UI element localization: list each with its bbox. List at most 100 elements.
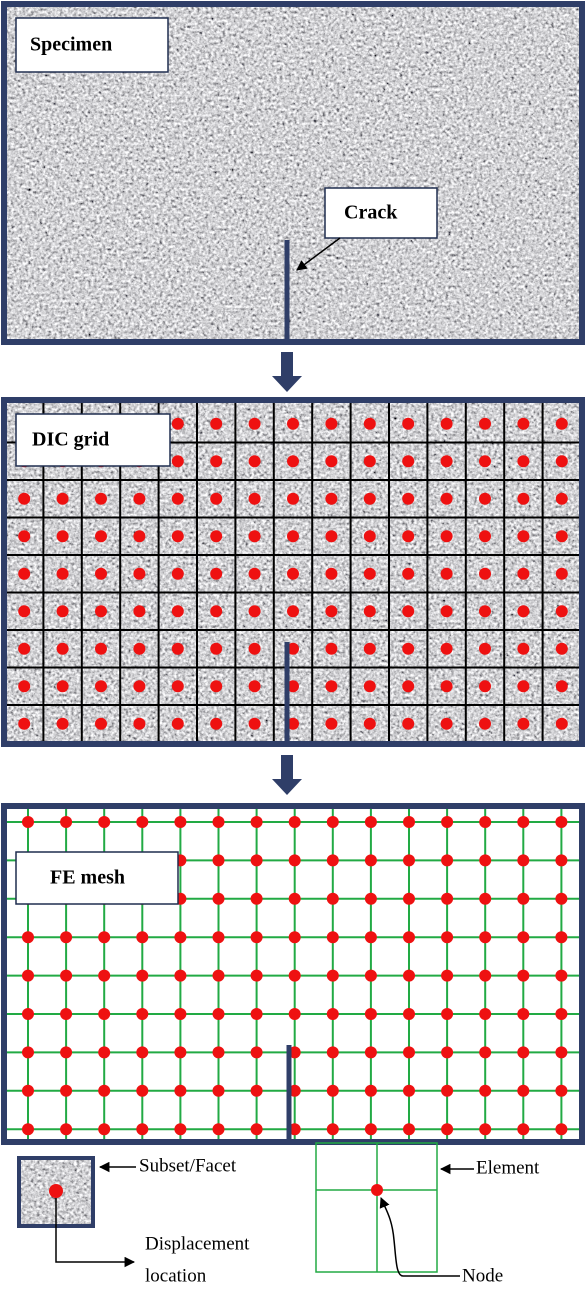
node: [441, 1046, 453, 1058]
node: [98, 816, 110, 828]
subset-point: [325, 493, 337, 505]
subset-point: [479, 680, 491, 692]
node: [479, 1123, 491, 1135]
subset-point: [402, 418, 414, 430]
node: [22, 1008, 34, 1020]
crack-label: Crack: [344, 202, 398, 224]
node: [213, 816, 225, 828]
node: [174, 1046, 186, 1058]
node: [403, 1085, 415, 1097]
node: [98, 1008, 110, 1020]
subset-point: [18, 718, 30, 730]
node: [22, 931, 34, 943]
subset-point: [556, 718, 568, 730]
dic-panel: DIC grid: [4, 400, 582, 744]
subset-point: [325, 605, 337, 617]
subset-point: [479, 605, 491, 617]
subset-point: [402, 605, 414, 617]
node: [479, 893, 491, 905]
node: [213, 931, 225, 943]
subset-point: [325, 455, 337, 467]
node: [479, 816, 491, 828]
subset-point: [287, 455, 299, 467]
subset-point: [441, 418, 453, 430]
displacement-label: location: [145, 1265, 207, 1286]
node: [479, 1085, 491, 1097]
node: [327, 816, 339, 828]
node: [251, 931, 263, 943]
subset-point: [402, 493, 414, 505]
subset-point: [133, 493, 145, 505]
node: [289, 893, 301, 905]
subset-point: [95, 605, 107, 617]
node: [327, 970, 339, 982]
subset-point: [517, 718, 529, 730]
subset-point: [249, 605, 261, 617]
subset-point: [325, 418, 337, 430]
subset-point: [287, 530, 299, 542]
subset-point: [364, 455, 376, 467]
subset-point: [556, 680, 568, 692]
subset-label: Subset/Facet: [139, 1155, 237, 1176]
subset-point: [556, 493, 568, 505]
node: [289, 970, 301, 982]
subset-point: [479, 455, 491, 467]
subset-point: [402, 568, 414, 580]
subset-point: [95, 568, 107, 580]
subset-point: [556, 418, 568, 430]
subset-point: [287, 418, 299, 430]
node: [60, 1085, 72, 1097]
subset-point: [287, 605, 299, 617]
node: [22, 1123, 34, 1135]
subset-point: [57, 493, 69, 505]
subset-point: [441, 455, 453, 467]
subset-point: [517, 680, 529, 692]
subset-point: [325, 718, 337, 730]
subset-point: [556, 568, 568, 580]
node: [555, 1123, 567, 1135]
node: [441, 893, 453, 905]
node: [251, 893, 263, 905]
node: [136, 1123, 148, 1135]
flow-arrow: [272, 755, 302, 795]
node: [441, 1085, 453, 1097]
node: [403, 893, 415, 905]
node: [289, 854, 301, 866]
node: [555, 1085, 567, 1097]
subset-point: [57, 568, 69, 580]
subset-point: [556, 530, 568, 542]
node: [213, 1085, 225, 1097]
node: [517, 1008, 529, 1020]
node: [441, 931, 453, 943]
subset-point: [210, 680, 222, 692]
node: [479, 931, 491, 943]
subset-point: [57, 680, 69, 692]
subset-point: [210, 605, 222, 617]
node: [136, 1046, 148, 1058]
subset-point: [95, 718, 107, 730]
node: [136, 970, 148, 982]
subset-point: [210, 530, 222, 542]
node: [60, 1046, 72, 1058]
node: [213, 1008, 225, 1020]
node: [517, 931, 529, 943]
node: [174, 970, 186, 982]
subset-point: [364, 680, 376, 692]
subset-point: [133, 718, 145, 730]
subset-point: [479, 568, 491, 580]
subset-point: [133, 680, 145, 692]
specimen-label: Specimen: [30, 34, 112, 56]
node: [555, 970, 567, 982]
subset-point: [364, 643, 376, 655]
node: [98, 970, 110, 982]
subset-point: [287, 493, 299, 505]
node: [365, 931, 377, 943]
node: [479, 1046, 491, 1058]
node: [60, 970, 72, 982]
node: [251, 816, 263, 828]
node: [22, 816, 34, 828]
node-arrow: [381, 1198, 460, 1276]
node: [60, 1123, 72, 1135]
subset-point: [479, 493, 491, 505]
subset-point: [479, 530, 491, 542]
